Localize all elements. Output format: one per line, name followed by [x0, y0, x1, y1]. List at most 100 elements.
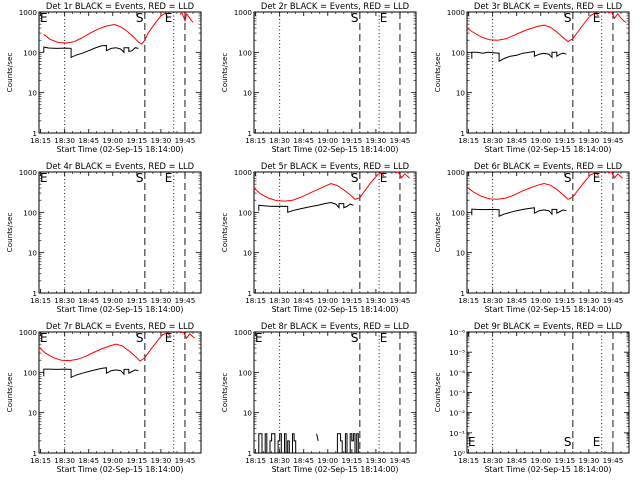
y-tick-label: 10⁻⁵ [449, 348, 465, 357]
y-tick-label: 1000 [19, 168, 38, 177]
marker-e: E [165, 11, 173, 25]
x-tick-label: 19:00 [317, 136, 338, 145]
plot-frame [253, 171, 417, 294]
y-tick-label: 1 [247, 449, 252, 458]
y-tick-label: 1 [247, 289, 252, 298]
y-tick-label: 1000 [234, 328, 253, 337]
x-axis-label: Start Time (02-Sep-15 18:14:00) [57, 305, 184, 314]
y-tick-label: 1 [247, 129, 252, 138]
y-tick-label: 10 [243, 249, 253, 258]
y-axis-label: Counts/sec [5, 213, 14, 253]
x-tick-label: 18:45 [506, 296, 527, 305]
x-tick-label: 19:45 [603, 136, 624, 145]
x-tick-label: 19:30 [151, 136, 172, 145]
marker-e: E [40, 171, 48, 185]
series-line-events [258, 433, 297, 454]
marker-e: E [593, 11, 601, 25]
x-tick-label: 18:30 [482, 296, 503, 305]
marker-s: S [351, 331, 359, 345]
detector-panel-4: Det 4r BLACK = Events, RED = LLD 1 10 100 10… [5, 161, 202, 314]
y-tick-label: 100 [238, 48, 252, 57]
y-tick-label: 1 [460, 289, 465, 298]
series-line-lld [394, 171, 410, 179]
x-axis-label: Start Time (02-Sep-15 18:14:00) [57, 465, 184, 474]
y-tick-label: 100 [238, 368, 252, 377]
x-tick-label: 18:15 [245, 456, 266, 465]
y-tick-label: 1000 [19, 8, 38, 17]
x-tick-label: 19:30 [366, 136, 387, 145]
plot-frame [253, 331, 417, 454]
marker-e: E [165, 171, 173, 185]
marker-e: E [255, 331, 263, 345]
marker-e: E [40, 11, 48, 25]
plot-frame [466, 331, 630, 454]
y-tick-label: 1 [460, 129, 465, 138]
detector-panel-3: Det 3r BLACK = Events, RED = LLD 1 10 100 10… [433, 1, 630, 154]
x-tick-label: 18:45 [78, 136, 99, 145]
x-tick-label: 19:15 [341, 296, 362, 305]
y-tick-label: 10⁻³ [449, 389, 465, 398]
y-tick-label: 10 [456, 249, 466, 258]
y-tick-label: 10⁻² [449, 409, 465, 418]
y-tick-label: 10⁻⁴ [449, 368, 465, 377]
y-tick-label: 1000 [447, 8, 466, 17]
x-tick-label: 19:15 [554, 136, 575, 145]
x-tick-label: 19:15 [554, 456, 575, 465]
panel-title: Det 2r BLACK = Events, RED = LLD [261, 1, 409, 11]
x-tick-label: 18:30 [482, 136, 503, 145]
y-tick-label: 100 [238, 208, 252, 217]
x-tick-label: 18:45 [78, 296, 99, 305]
marker-s: S [564, 171, 572, 185]
series-line-events [43, 44, 139, 59]
x-tick-label: 18:45 [506, 456, 527, 465]
y-tick-label: 10 [243, 89, 253, 98]
x-tick-label: 18:30 [54, 456, 75, 465]
x-tick-label: 19:00 [530, 296, 551, 305]
x-tick-label: 18:15 [245, 136, 266, 145]
series-line-events [258, 201, 354, 213]
y-axis-label: Counts/sec [433, 373, 442, 413]
x-tick-label: 18:30 [482, 456, 503, 465]
x-tick-label: 19:30 [366, 296, 387, 305]
series-line-lld [38, 332, 171, 362]
x-axis-label: Start Time (02-Sep-15 18:14:00) [485, 305, 612, 314]
x-tick-label: 19:15 [126, 296, 147, 305]
y-tick-label: 1 [32, 289, 37, 298]
y-tick-label: 1000 [19, 328, 38, 337]
y-axis-label: Counts/sec [5, 373, 14, 413]
plot-frame [466, 11, 630, 134]
x-tick-label: 19:45 [390, 456, 411, 465]
detector-panel-7: Det 7r BLACK = Events, RED = LLD 1 10 100 10… [5, 321, 202, 474]
x-tick-label: 18:45 [293, 456, 314, 465]
x-tick-label: 19:00 [102, 296, 123, 305]
series-line-lld [43, 12, 168, 45]
y-tick-label: 10⁻⁶ [449, 328, 465, 337]
x-tick-label: 19:30 [151, 296, 172, 305]
marker-e: E [593, 435, 601, 449]
y-tick-label: 1000 [447, 168, 466, 177]
x-axis-label: Start Time (02-Sep-15 18:14:00) [485, 145, 612, 154]
x-tick-label: 19:00 [102, 456, 123, 465]
series-line-lld [466, 12, 599, 43]
x-axis-label: Start Time (02-Sep-15 18:14:00) [272, 305, 399, 314]
x-tick-label: 19:30 [579, 456, 600, 465]
x-tick-label: 18:45 [293, 296, 314, 305]
y-tick-label: 100 [451, 48, 465, 57]
marker-s: S [136, 11, 144, 25]
plot-frame [466, 171, 630, 294]
y-tick-label: 10 [28, 249, 38, 258]
x-tick-label: 18:30 [54, 296, 75, 305]
x-tick-label: 18:15 [30, 136, 51, 145]
x-tick-label: 19:15 [341, 456, 362, 465]
x-tick-label: 19:45 [603, 456, 624, 465]
marker-s: S [136, 171, 144, 185]
series-line-events [43, 367, 139, 379]
y-tick-label: 1 [32, 449, 37, 458]
panel-title: Det 3r BLACK = Events, RED = LLD [474, 1, 622, 11]
x-tick-label: 19:00 [102, 136, 123, 145]
y-tick-label: 100 [23, 368, 37, 377]
plot-frame [38, 11, 202, 134]
marker-e: E [468, 435, 476, 449]
panel-title: Det 6r BLACK = Events, RED = LLD [474, 161, 622, 171]
